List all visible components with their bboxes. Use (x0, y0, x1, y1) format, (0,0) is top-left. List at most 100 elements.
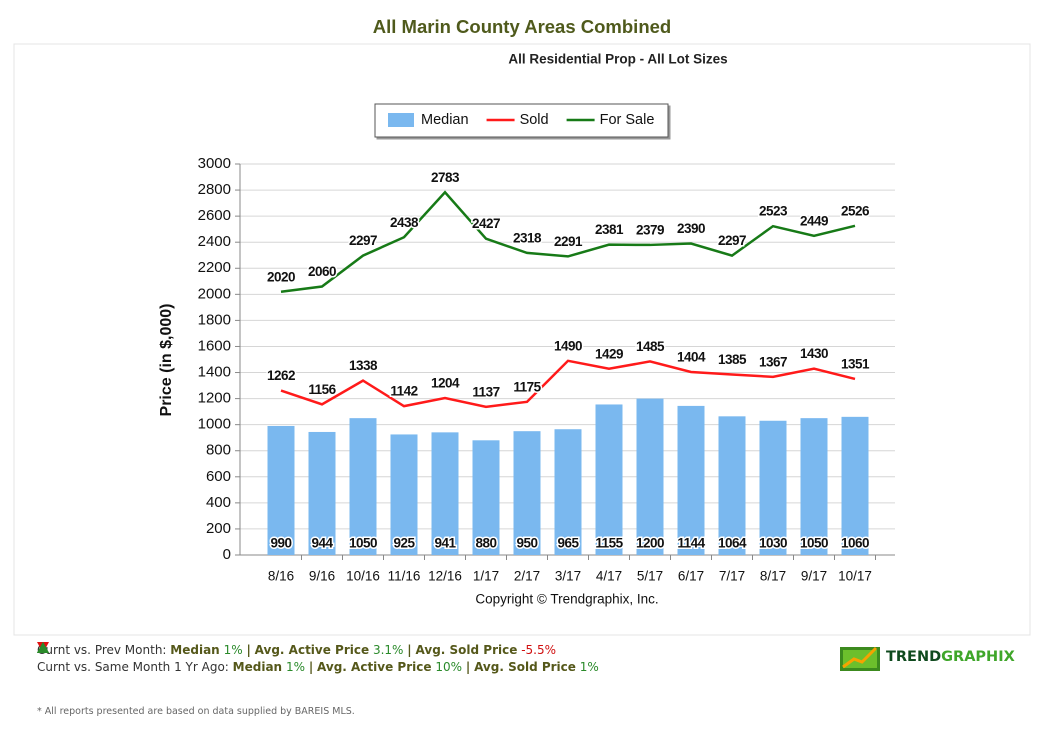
y-tick-label: 2200 (198, 259, 231, 276)
bar (759, 420, 787, 555)
y-tick-label: 600 (206, 468, 231, 485)
data-label: 1351 (841, 356, 870, 371)
separator: | (407, 643, 412, 657)
bar (513, 431, 541, 555)
data-label: 2523 (759, 204, 788, 219)
data-label: 1404 (677, 350, 706, 365)
metric-change: 3.1% (372, 643, 404, 657)
separator: | (308, 660, 314, 674)
data-label: 2381 (595, 222, 624, 237)
data-label: 2783 (431, 170, 460, 185)
summary: Curnt vs. Prev Month: Median 1% | Avg. A… (37, 642, 677, 676)
data-label: 1030 (759, 536, 787, 551)
metric-name: Avg. Sold Price (474, 660, 576, 674)
data-label: 2020 (267, 269, 295, 284)
legend-label: Sold (520, 112, 549, 128)
y-tick-label: 2600 (198, 207, 231, 224)
metric-name: Median (232, 660, 283, 674)
data-label: 1060 (841, 536, 869, 551)
logo-text: TREND (886, 649, 942, 665)
y-tick-label: 2000 (198, 285, 231, 302)
data-label: 1204 (431, 376, 460, 391)
x-tick-label: 4/17 (596, 569, 622, 584)
data-label: 2438 (390, 215, 419, 230)
data-label: 2379 (636, 222, 664, 237)
copyright: Copyright © Trendgraphix, Inc. (475, 592, 658, 607)
data-label: 1175 (513, 379, 541, 394)
page-title: All Marin County Areas Combined (373, 16, 671, 37)
metric-change: 1% (285, 660, 305, 674)
data-label: 1144 (677, 536, 705, 551)
bar (800, 418, 828, 555)
metric-name: Avg. Active Price (317, 660, 432, 674)
bar (308, 431, 336, 555)
y-axis-label: Price (in $,000) (158, 304, 175, 417)
summary-row: Curnt vs. Same Month 1 Yr Ago: Median 1%… (37, 642, 677, 676)
metric-name: Avg. Sold Price (415, 643, 518, 657)
legend-box (374, 103, 669, 138)
data-label: 1490 (554, 338, 582, 353)
data-label: 1430 (800, 346, 828, 361)
x-tick-label: 9/17 (801, 569, 827, 584)
data-label: 925 (393, 536, 415, 551)
data-label: 1142 (390, 384, 417, 399)
bar (431, 432, 459, 555)
metric-name: Avg. Active Price (254, 643, 370, 657)
data-label: 2449 (800, 213, 828, 228)
logo: TREND GRAPHIX (840, 642, 1015, 672)
bar (472, 440, 500, 555)
summary-label: Curnt vs. Prev Month: (37, 643, 167, 657)
data-label: 1050 (349, 536, 377, 551)
chart: All Marin County Areas Combined All Resi… (13, 16, 1031, 636)
bar (718, 416, 746, 555)
bar (841, 416, 869, 555)
data-label: 2297 (349, 233, 377, 248)
data-label: 1050 (800, 536, 828, 551)
trend-icon (37, 642, 49, 653)
bar (636, 398, 664, 555)
data-label: 1155 (595, 536, 623, 551)
data-label: 1064 (718, 536, 747, 551)
data-label: 2526 (841, 203, 870, 218)
x-tick-label: 7/17 (719, 569, 745, 584)
metric-change: -5.5% (521, 643, 557, 657)
logo-icon (840, 646, 880, 671)
data-label: 2390 (677, 221, 705, 236)
x-tick-label: 10/17 (838, 569, 872, 584)
x-tick-label: 8/16 (268, 569, 294, 584)
separator: | (246, 643, 251, 657)
bar (349, 418, 377, 555)
y-tick-label: 400 (206, 494, 231, 511)
y-tick-label: 200 (206, 520, 231, 537)
x-tick-label: 6/17 (678, 569, 704, 584)
y-tick-label: 800 (206, 442, 231, 459)
y-tick-label: 1400 (198, 364, 231, 381)
x-tick-label: 9/16 (309, 569, 335, 584)
data-label: 1137 (472, 384, 499, 399)
metric-change: 1% (579, 660, 599, 674)
x-tick-label: 2/17 (514, 569, 540, 584)
summary-label: Curnt vs. Same Month 1 Yr Ago: (37, 660, 229, 674)
x-tick-label: 5/17 (637, 569, 663, 584)
bar (595, 404, 623, 555)
bar (677, 405, 705, 555)
data-label: 2318 (513, 230, 542, 245)
logo-text: GRAPHIX (941, 649, 1015, 665)
bar (390, 434, 418, 555)
data-label: 880 (475, 536, 496, 551)
y-tick-label: 3000 (198, 155, 231, 172)
data-label: 944 (311, 536, 333, 551)
data-label: 2291 (554, 234, 583, 249)
disclaimer: * All reports presented are based on dat… (37, 706, 355, 717)
y-tick-label: 0 (223, 546, 231, 563)
chart-title: All Residential Prop - All Lot Sizes (508, 52, 727, 67)
data-label: 2060 (308, 264, 336, 279)
data-label: 941 (434, 536, 456, 551)
data-label: 1262 (267, 368, 295, 383)
x-tick-label: 12/16 (428, 569, 462, 584)
legend-label: For Sale (600, 112, 655, 128)
x-tick-label: 10/16 (346, 569, 380, 584)
y-tick-label: 1600 (198, 337, 231, 354)
data-label: 950 (516, 536, 537, 551)
